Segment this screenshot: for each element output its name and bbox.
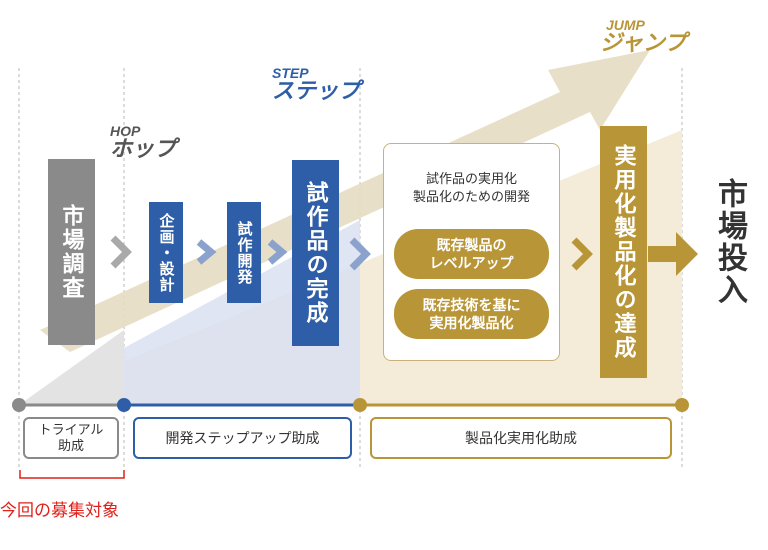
jump-arrow <box>40 50 650 352</box>
chevron-icon-4 <box>349 237 371 271</box>
market-research-box: 市場調査 <box>48 159 95 345</box>
gray-wedge <box>19 330 124 405</box>
commercialization-grant-label: 製品化実用化助成 <box>370 417 672 459</box>
hop-label: HOP ホップ <box>110 124 176 160</box>
hop-en: HOP <box>110 123 141 139</box>
timeline-dot-blue <box>117 398 131 412</box>
chevron-icon-2 <box>196 239 217 265</box>
timeline-dot-gold <box>353 398 367 412</box>
prototype-complete-box: 試作品の完成 <box>292 160 339 346</box>
planning-design-text: 企画・設計 <box>157 212 175 293</box>
step-en: STEP <box>272 65 309 81</box>
commercialization-complete-text: 実用化製品化の達成 <box>611 144 637 360</box>
commercialization-complete-box: 実用化製品化の達成 <box>600 126 647 378</box>
timeline-dot-gray <box>12 398 26 412</box>
chevron-icon-5 <box>571 237 593 271</box>
market-launch-text: 市場投入 <box>713 178 746 306</box>
jump-en: JUMP <box>606 17 645 33</box>
dev-panel: 試作品の実用化 製品化のための開発 既存製品の レベルアップ 既存技術を基に 実… <box>383 143 560 361</box>
step-label: STEP ステップ <box>272 66 360 102</box>
jump-label: JUMP ジャンプ <box>600 18 686 54</box>
prototype-complete-text: 試作品の完成 <box>303 181 329 325</box>
timeline-dot-gold-end <box>675 398 689 412</box>
commercialize-pill: 既存技術を基に 実用化製品化 <box>394 289 549 339</box>
market-arrow-icon <box>648 232 698 276</box>
chevron-icon-1 <box>110 235 132 269</box>
dev-panel-title: 試作品の実用化 製品化のための開発 <box>412 171 530 204</box>
prototype-dev-box: 試作開発 <box>227 202 261 303</box>
prototype-dev-text: 試作開発 <box>235 220 253 285</box>
level-up-pill: 既存製品の レベルアップ <box>394 229 549 279</box>
current-recruitment-note: 今回の募集対象 <box>0 501 119 520</box>
planning-design-box: 企画・設計 <box>149 202 183 303</box>
red-bracket <box>19 470 125 479</box>
hop-jp: ホップ <box>110 136 177 161</box>
trial-grant-label: トライアル 助成 <box>23 417 119 459</box>
market-launch: 市場投入 <box>708 178 750 328</box>
jump-jp: ジャンプ <box>600 30 687 55</box>
chevron-icon-3 <box>267 239 288 265</box>
market-research-text: 市場調査 <box>59 204 85 300</box>
step-jp: ステップ <box>272 78 361 103</box>
dev-step-up-grant-label: 開発ステップアップ助成 <box>133 417 352 459</box>
